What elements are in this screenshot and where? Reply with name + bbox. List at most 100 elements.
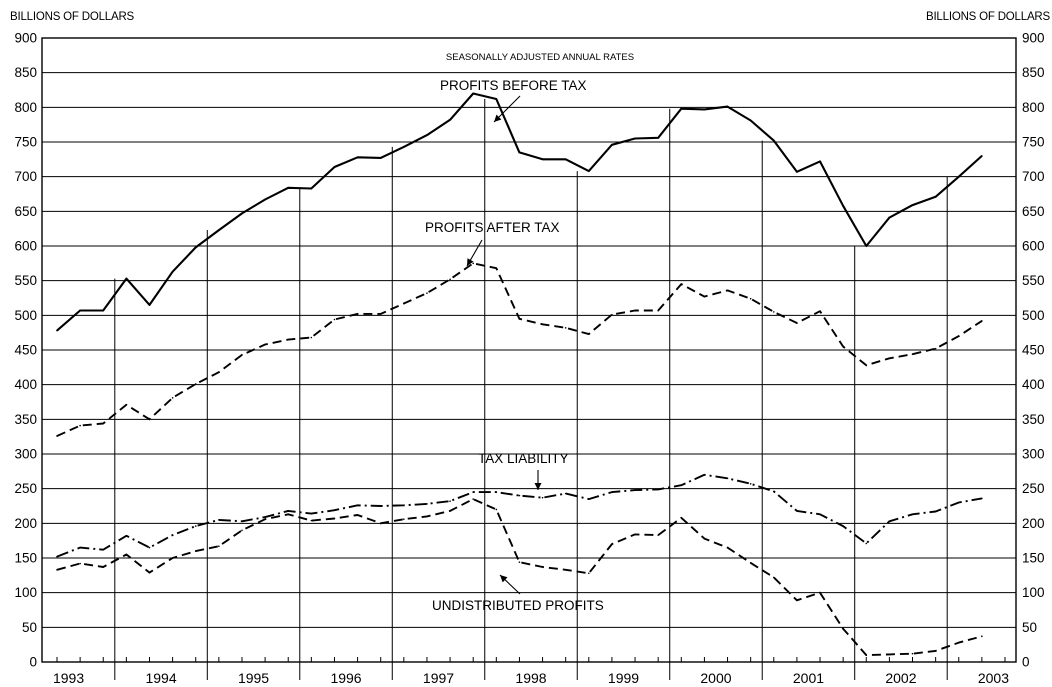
gridlines [42,72,1016,628]
data-point [356,313,359,315]
data-point [888,520,891,523]
y-tick-label-left: 400 [14,377,37,392]
data-point [241,520,243,523]
x-tick-label-1995: 1995 [238,670,269,686]
data-point [981,635,983,638]
data-point [264,343,266,346]
y-tick-label-right: 200 [1022,516,1045,531]
y-tick-label-right: 650 [1022,204,1045,219]
data-point [56,568,58,571]
data-point [796,510,798,512]
annotation-arrowhead [467,258,474,266]
x-tick-label-1993: 1993 [53,670,84,686]
data-point [772,311,775,313]
y-tick-label-right: 350 [1022,412,1045,427]
data-point [842,627,844,630]
data-point [842,204,844,207]
data-point [379,522,382,525]
data-point [79,309,81,312]
plot-border [41,37,1017,663]
y-axis-unit-label-right: BILLIONS OF DOLLARS [925,11,1050,23]
data-point [194,525,197,527]
data-point [472,92,474,95]
data-point [241,212,243,215]
data-point [518,494,521,497]
data-point [449,119,451,121]
data-point [472,498,474,500]
data-point [218,519,220,521]
data-point [148,418,151,421]
data-point [680,516,683,519]
data-point [564,568,567,571]
y-tick-label-left: 100 [14,585,37,600]
data-point [726,289,729,292]
data-point [981,320,983,322]
data-point [333,166,336,168]
y-tick-label-right: 600 [1022,239,1045,254]
data-point [981,155,983,157]
data-point [911,353,914,355]
data-point [726,477,729,480]
data-point [241,529,243,532]
data-point [102,548,105,551]
data-point [56,329,58,332]
data-point [518,151,521,154]
x-tick-label-1996: 1996 [330,670,361,686]
data-point [541,158,544,161]
data-point [888,653,891,656]
data-point [611,143,613,146]
data-point [194,550,197,552]
data-point [726,105,729,108]
annotation-label: PROFITS AFTER TAX [425,220,560,235]
y-tick-label-left: 650 [14,204,37,219]
data-point [218,371,220,373]
y-tick-label-right: 900 [1022,31,1045,46]
data-point [379,505,382,507]
x-tick-label-2000: 2000 [700,670,731,686]
data-point [911,652,914,655]
data-point [888,216,891,219]
y-tick-label-right: 550 [1022,273,1045,288]
data-point [611,491,613,493]
y-tick-label-right: 450 [1022,343,1045,358]
data-point [611,543,613,545]
data-point [518,318,521,320]
y-tick-label-left: 150 [14,551,37,566]
data-point [957,335,960,337]
y-tick-label-left: 850 [14,65,37,80]
series-line-tax-liability [56,473,983,558]
data-point [957,175,960,178]
y-tick-label-right: 750 [1022,135,1045,150]
y-ticks-left: 0 50 100 150 200 250 300 350 400 450 500 550 600 650 7… [14,31,37,670]
data-point [403,504,405,507]
x-tick-label-1999: 1999 [608,670,639,686]
data-point [680,283,683,285]
data-point [449,510,451,512]
data-point [796,171,798,173]
annotations: SEASONALLY ADJUSTED ANNUAL RATES PROFITS … [425,52,634,613]
series-line-undistributed-profits [56,498,983,657]
data-point [379,157,382,159]
data-point [819,310,821,312]
y-tick-label-right: 250 [1022,481,1045,496]
data-point [680,107,683,110]
data-point [102,309,105,312]
data-point [264,518,266,520]
data-point [333,517,336,520]
x-tick-label-2002: 2002 [885,670,916,686]
data-point [241,354,243,356]
y-tick-label-right: 400 [1022,377,1045,392]
data-point [79,562,81,565]
data-point [934,650,937,652]
data-point [495,267,498,269]
data-point [703,474,706,476]
data-point [310,519,313,522]
data-point [495,98,498,100]
y-tick-label-left: 50 [22,620,37,635]
annotation-label: PROFITS BEFORE TAX [440,78,587,93]
data-point [171,557,174,559]
quarter-markers [114,99,948,662]
x-axis: 1993 1994 1995 1996 1997 1998 1999 2000 2001 2002… [53,657,1009,686]
y-axis-unit-label-left: BILLIONS OF DOLLARS [10,11,135,23]
y-tick-label-right: 0 [1022,655,1030,670]
